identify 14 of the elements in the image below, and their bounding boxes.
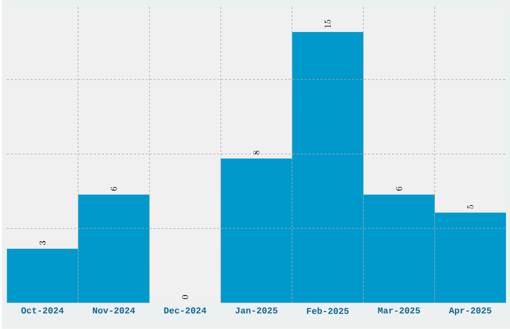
x-tick-label: Mar-2025: [378, 308, 420, 314]
x-tick-label: Apr-2025: [448, 308, 492, 316]
x-tick-label: Feb-2025: [307, 308, 349, 314]
data-label: 0: [182, 295, 188, 300]
x-tick-label: Oct-2024: [21, 308, 64, 314]
data-label: 8: [253, 150, 260, 155]
data-label: 3: [39, 241, 46, 245]
x-tick-label: Jan-2025: [235, 308, 278, 314]
data-label: 5: [467, 205, 474, 209]
data-label: 6: [396, 186, 402, 191]
x-tick-label: Dec-2024: [164, 308, 206, 314]
x-tick-label: Nov-2024: [92, 308, 135, 314]
data-label: 6: [110, 186, 117, 191]
data-label: 15: [324, 20, 331, 28]
